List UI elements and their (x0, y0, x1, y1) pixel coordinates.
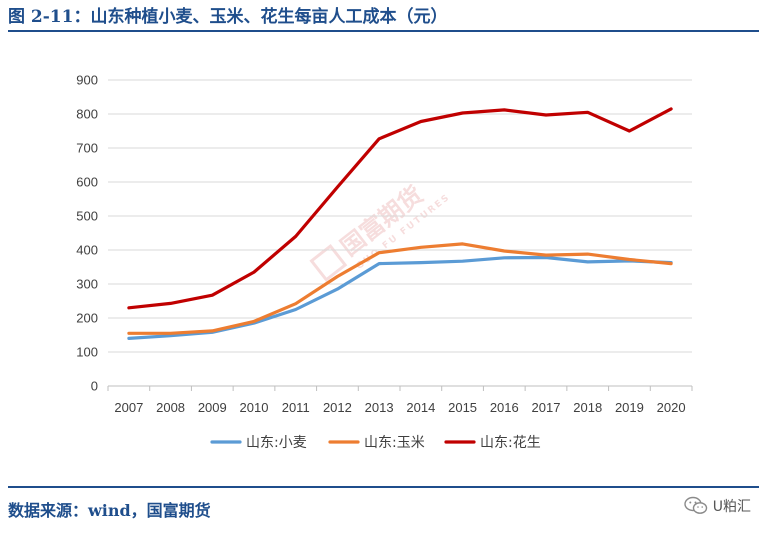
legend-label: 山东:小麦 (246, 435, 307, 451)
wechat-icon (684, 496, 708, 516)
y-tick-label: 0 (91, 379, 98, 394)
x-tick-label: 2016 (490, 400, 519, 415)
series-lines (127, 107, 673, 340)
x-tick-label: 2017 (532, 400, 561, 415)
title-rule (8, 30, 759, 32)
wechat-account-label: U粕汇 (712, 499, 751, 515)
y-tick-label: 200 (76, 311, 98, 326)
legend-label: 山东:玉米 (364, 435, 425, 451)
x-tick-label: 2009 (198, 400, 227, 415)
series-line (127, 255, 673, 340)
x-tick-label: 2007 (114, 400, 143, 415)
x-tick-label: 2008 (156, 400, 185, 415)
footer-rule (8, 486, 759, 488)
y-tick-label: 600 (76, 175, 98, 190)
legend-item: 山东:玉米 (328, 435, 425, 451)
y-tick-label: 300 (76, 277, 98, 292)
x-axis: 2007 2008 2009 2010 2011 2012 2013 2014 2015 2016… (107, 386, 693, 415)
x-tick-label: 2019 (615, 400, 644, 415)
series-line (127, 242, 673, 335)
legend-item: 山东:花生 (444, 435, 541, 451)
wechat-account[interactable]: U粕汇 (684, 492, 751, 520)
y-tick-label: 500 (76, 209, 98, 224)
x-tick-label: 2018 (573, 400, 602, 415)
y-tick-label: 400 (76, 243, 98, 258)
y-tick-label: 700 (76, 141, 98, 156)
x-tick-label: 2015 (448, 400, 477, 415)
legend: 山东:小麦 山东:玉米 山东:花生 (210, 435, 541, 451)
x-tick-label: 2020 (657, 400, 686, 415)
chart-title: 图 2-11：山东种植小麦、玉米、花生每亩人工成本（元） (8, 7, 448, 27)
legend-label: 山东:花生 (480, 435, 541, 451)
series-line (127, 107, 673, 310)
y-tick-label: 100 (76, 345, 98, 360)
x-tick-label: 2012 (323, 400, 352, 415)
y-axis: 0 100 200 300 400 500 600 700 800 900 (76, 73, 98, 394)
data-source: 数据来源：wind，国富期货 (8, 501, 211, 520)
x-tick-label: 2010 (240, 400, 269, 415)
y-tick-label: 800 (76, 107, 98, 122)
x-tick-label: 2013 (365, 400, 394, 415)
y-tick-label: 900 (76, 73, 98, 88)
watermark-mark (309, 243, 348, 282)
legend-item: 山东:小麦 (210, 435, 307, 451)
x-tick-label: 2011 (282, 400, 310, 415)
x-tick-label: 2014 (406, 400, 435, 415)
